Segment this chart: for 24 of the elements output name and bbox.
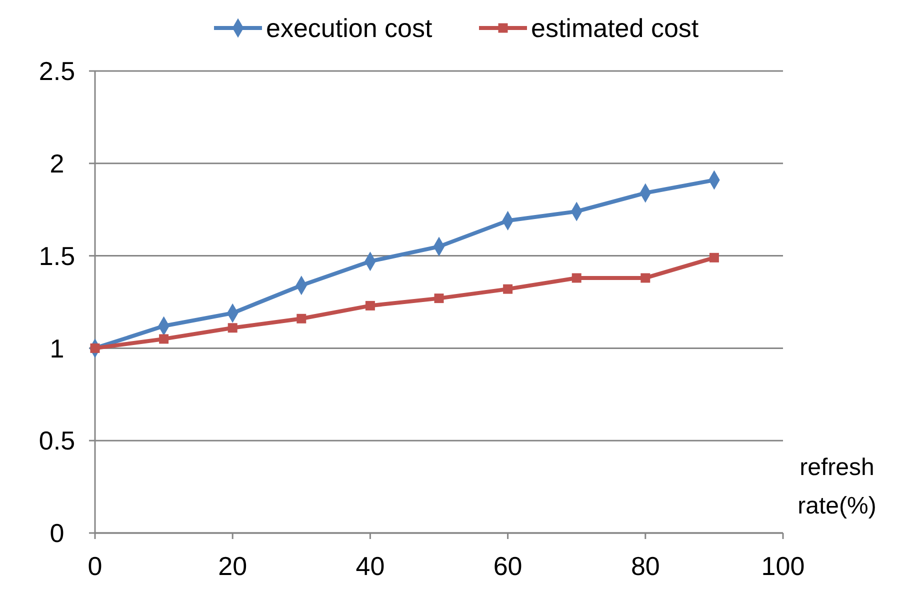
point xyxy=(709,252,719,262)
y-tick-label: 1.5 xyxy=(38,240,76,271)
point xyxy=(296,314,306,324)
x-axis-title: refresh rate(%) xyxy=(798,454,876,520)
point xyxy=(640,273,650,283)
x-tick-label: 100 xyxy=(761,551,805,581)
point xyxy=(228,323,238,333)
y-tick-label: 0 xyxy=(50,518,64,548)
x-tick-label: 40 xyxy=(356,551,385,581)
legend-label: estimated cost xyxy=(531,13,700,44)
x-tick-label: 20 xyxy=(218,551,248,581)
x-tick-label: 0 xyxy=(88,551,102,581)
y-tick-label: 1 xyxy=(50,333,64,364)
point xyxy=(434,294,444,304)
legend-label: execution cost xyxy=(266,13,433,44)
y-tick-label: 0.5 xyxy=(38,426,76,456)
point xyxy=(503,284,513,294)
x-tick-label: 60 xyxy=(493,551,522,581)
point xyxy=(159,334,169,344)
y-tick-label: 2.5 xyxy=(38,56,76,86)
point xyxy=(572,273,582,283)
x-tick-label: 80 xyxy=(630,551,660,581)
y-tick-label: 2 xyxy=(50,148,64,178)
point xyxy=(365,300,375,310)
